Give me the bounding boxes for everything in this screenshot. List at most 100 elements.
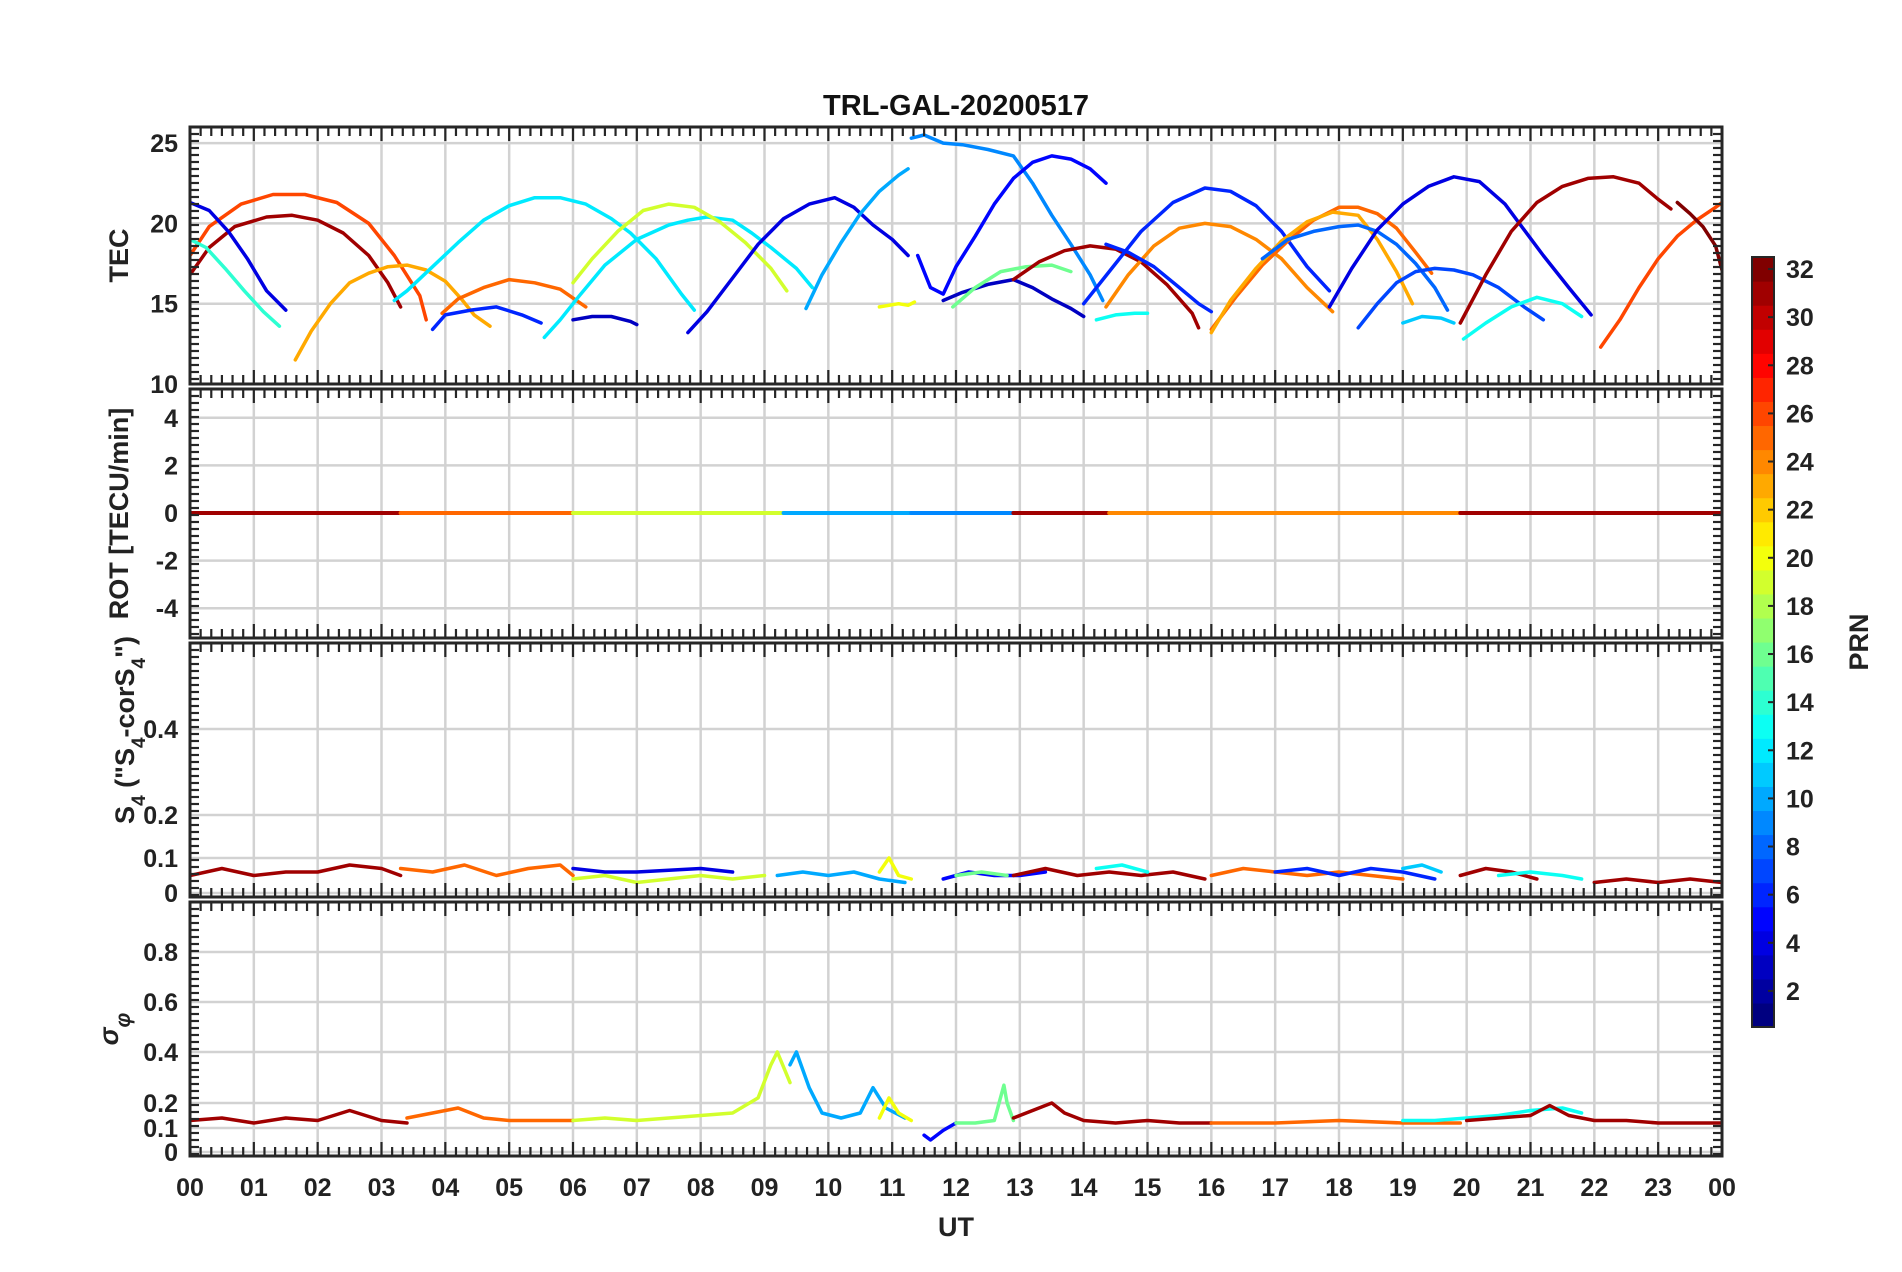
series-line-prn-31 (1592, 877, 1722, 885)
series-line-prn-11 (1401, 863, 1443, 874)
colorbar-swatch (1752, 810, 1774, 836)
x-tick-label: 10 (814, 1174, 842, 1202)
colorbar-tick-label: 16 (1786, 641, 1814, 669)
x-tick-label: 03 (368, 1174, 396, 1202)
colorbar-swatch (1752, 690, 1774, 715)
x-tick-label: 14 (1070, 1174, 1098, 1202)
colorbar-swatch (1752, 906, 1774, 932)
series-line-prn-6 (430, 305, 543, 332)
colorbar-swatch (1752, 786, 1774, 812)
minor-ticks (188, 900, 1724, 1156)
series-line-prn-25 (1209, 866, 1405, 881)
x-tick-label: 05 (495, 1174, 523, 1202)
colorbar-swatch (1752, 497, 1774, 523)
y-tick-label: 0 (164, 880, 178, 908)
colorbar-swatch (1752, 762, 1774, 787)
y-tick-label: 4 (164, 405, 178, 433)
series-group (190, 856, 1722, 885)
series-line-prn-5 (922, 1121, 958, 1142)
x-tick-label: 02 (304, 1174, 332, 1202)
y-tick-label: 0.2 (143, 802, 178, 830)
series-line-prn-13 (1496, 870, 1584, 881)
x-tick-label: 00 (1708, 1174, 1736, 1202)
x-tick-label: 19 (1389, 1174, 1417, 1202)
y-tick-label: 15 (150, 291, 178, 319)
y-tick-label: 0.1 (143, 1115, 178, 1143)
colorbar-tick-label: 20 (1786, 545, 1814, 573)
x-tick-label: 08 (687, 1174, 715, 1202)
x-tick-label: 18 (1325, 1174, 1353, 1202)
colorbar-swatch (1752, 281, 1774, 306)
colorbar-swatch (1752, 642, 1774, 667)
colorbar-swatch (1752, 930, 1774, 956)
x-tick-label: 13 (1006, 1174, 1034, 1202)
series-line-prn-25 (1209, 205, 1434, 332)
y-tick-label: 0.1 (143, 845, 178, 873)
series-line-prn-12 (542, 215, 815, 340)
x-tick-label: 16 (1197, 1174, 1225, 1202)
series-line-prn-31 (1011, 866, 1207, 881)
chart-title: TRL-GAL-20200517 (823, 90, 1089, 122)
colorbar-swatch (1752, 305, 1774, 330)
y-tick-label: 0.6 (143, 989, 178, 1017)
colorbar-tick-label: 24 (1786, 449, 1814, 477)
x-tick-label: 00 (176, 1174, 204, 1202)
colorbar-swatch (1752, 257, 1774, 282)
minor-ticks (188, 125, 1724, 384)
x-tick-label: 22 (1580, 1174, 1608, 1202)
colorbar-label: PRN (1844, 613, 1874, 670)
colorbar-tick-label: 2 (1786, 978, 1800, 1006)
colorbar-swatch (1752, 1002, 1774, 1028)
colorbar-swatch (1752, 329, 1774, 354)
series-line-prn-26 (190, 192, 428, 322)
series-line-prn-14 (190, 237, 282, 328)
panel-3: 0 0.1 0.2 0.4S4 ("S4-corS4") (110, 636, 1724, 908)
series-line-prn-5 (915, 154, 1108, 296)
x-tick-label: 21 (1517, 1174, 1545, 1202)
x-tick-label: 04 (431, 1174, 459, 1202)
series-line-prn-12 (392, 195, 697, 312)
series-line-prn-8 (1260, 223, 1450, 312)
y-tick-label: 0.8 (143, 939, 178, 967)
series-line-prn-13 (1461, 295, 1584, 341)
series-line-prn-31 (1458, 175, 1673, 325)
colorbar-tick-label: 22 (1786, 497, 1814, 525)
colorbar-tick-label: 14 (1786, 689, 1814, 717)
series-line-prn-10 (775, 870, 907, 885)
colorbar-swatch (1752, 569, 1774, 595)
y-tick-label: 10 (150, 371, 178, 399)
series-line-prn-4 (686, 195, 910, 335)
colorbar-tick-label: 32 (1786, 256, 1814, 284)
y-tick-label: 20 (150, 210, 178, 238)
series-group (190, 1050, 1722, 1142)
axes-frame (188, 641, 1724, 899)
colorbar-swatch (1752, 401, 1774, 427)
series-line-prn-3 (571, 314, 639, 327)
series-line-prn-16 (954, 1083, 1016, 1125)
colorbar-swatch (1752, 978, 1774, 1004)
x-tick-label: 23 (1644, 1174, 1672, 1202)
series-line-prn-19 (571, 873, 767, 885)
colorbar-swatch (1752, 834, 1774, 860)
y-tick-label: -4 (156, 595, 178, 623)
y-tick-label: 0 (164, 1139, 178, 1167)
series-line-prn-20 (877, 1096, 914, 1123)
colorbar-swatch (1752, 714, 1774, 739)
minor-ticks (188, 387, 1724, 638)
x-tick-label: 20 (1453, 1174, 1481, 1202)
series-line-prn-25 (1209, 1118, 1463, 1125)
series-line-prn-16 (951, 263, 1073, 309)
colorbar-tick-label: 4 (1786, 930, 1800, 958)
series-line-prn-19 (571, 1050, 792, 1123)
panel-2: -4 -2 0 2 4 ROT [TECU/min] (104, 387, 1724, 640)
x-tick-label: 12 (942, 1174, 970, 1202)
y-tick-label: 0.4 (143, 1039, 178, 1067)
series-line-prn-25 (398, 863, 575, 878)
series-line-prn-4 (1327, 175, 1593, 317)
colorbar-swatch (1752, 954, 1774, 980)
axes-frame (188, 900, 1724, 1158)
x-tick-label: 17 (1261, 1174, 1289, 1202)
colorbar-swatch (1752, 521, 1774, 547)
colorbar-tick-label: 28 (1786, 352, 1814, 380)
